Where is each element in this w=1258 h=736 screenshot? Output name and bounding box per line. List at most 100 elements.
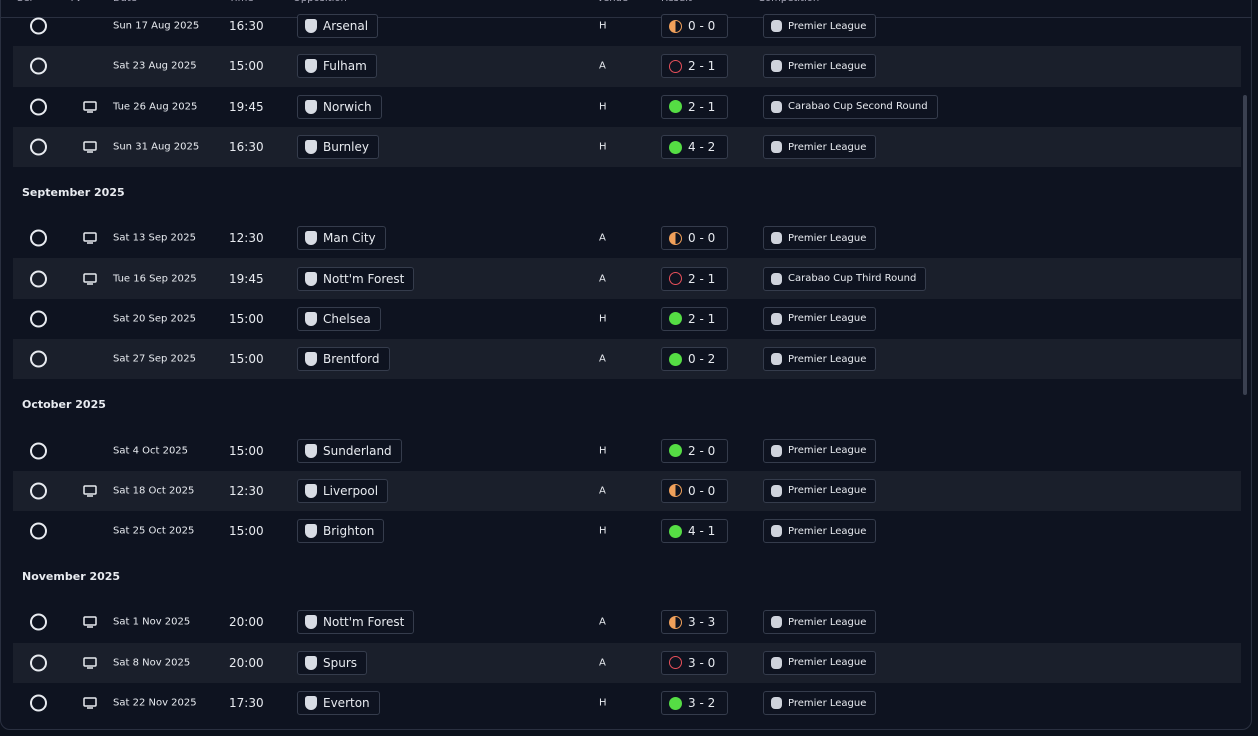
competition-icon <box>771 232 782 245</box>
table-header: Sel TV Date Time Opposition Venue Result Compet… <box>1 0 1251 18</box>
competition[interactable]: Premier League <box>763 478 877 503</box>
opposition[interactable]: Fulham <box>297 54 377 79</box>
column-header[interactable]: Venue <box>597 0 628 4</box>
venue: A <box>599 657 606 669</box>
date: Sun 31 Aug 2025 <box>113 141 200 153</box>
competition[interactable]: Premier League <box>763 438 877 463</box>
select-toggle[interactable] <box>30 57 47 75</box>
fixture-row[interactable]: Sat 22 Nov 2025 17:30 Everton H 3 - 2 Premier… <box>13 683 1241 723</box>
time: 20:00 <box>229 615 264 630</box>
team-name: Spurs <box>323 655 358 670</box>
competition[interactable]: Carabao Cup Second Round <box>763 94 938 119</box>
opposition[interactable]: Spurs <box>297 650 368 675</box>
result[interactable]: 3 - 2 <box>661 691 728 715</box>
fixture-row[interactable]: Sat 25 Oct 2025 15:00 Brighton H 4 - 1 Premie… <box>13 511 1241 551</box>
select-toggle[interactable] <box>30 442 47 460</box>
result[interactable]: 0 - 0 <box>661 14 728 39</box>
column-header[interactable]: Date <box>113 0 137 4</box>
opposition[interactable]: Chelsea <box>297 306 381 331</box>
fixture-row[interactable]: Sat 18 Oct 2025 12:30 Liverpool A 0 - 0 Premi… <box>13 470 1241 511</box>
select-toggle[interactable] <box>30 17 47 35</box>
column-header[interactable]: TV <box>69 0 82 4</box>
select-toggle[interactable] <box>30 654 47 672</box>
date: Sat 1 Nov 2025 <box>113 616 191 628</box>
result[interactable]: 2 - 1 <box>661 54 728 79</box>
result[interactable]: 0 - 0 <box>661 226 728 251</box>
opposition[interactable]: Liverpool <box>297 478 389 503</box>
fixture-row[interactable]: Sat 8 Nov 2025 20:00 Spurs A 3 - 0 Premier Le… <box>13 642 1241 683</box>
opposition[interactable]: Brentford <box>297 347 390 372</box>
competition[interactable]: Premier League <box>763 650 877 675</box>
select-toggle[interactable] <box>30 522 47 540</box>
competition[interactable]: Premier League <box>763 226 877 251</box>
date: Sat 27 Sep 2025 <box>113 353 196 365</box>
result[interactable]: 2 - 1 <box>661 306 728 331</box>
select-toggle[interactable] <box>30 270 47 288</box>
select-toggle[interactable] <box>30 350 47 368</box>
select-toggle[interactable] <box>30 694 47 712</box>
fixture-row[interactable]: Sun 31 Aug 2025 16:30 Burnley H 4 - 2 Premier… <box>13 126 1241 168</box>
column-header[interactable]: Time <box>229 0 253 4</box>
result[interactable]: 2 - 1 <box>661 94 728 119</box>
competition[interactable]: Premier League <box>763 691 877 715</box>
fixture-row[interactable]: Sat 27 Sep 2025 15:00 Brentford A 0 - 2 Premi… <box>13 339 1241 380</box>
team-name: Brighton <box>323 524 375 539</box>
competition[interactable]: Premier League <box>763 306 877 331</box>
competition[interactable]: Premier League <box>763 14 877 39</box>
competition-icon <box>771 20 782 33</box>
result-icon <box>669 615 682 629</box>
select-toggle[interactable] <box>30 482 47 500</box>
opposition[interactable]: Everton <box>297 691 380 715</box>
opposition[interactable]: Burnley <box>297 135 379 160</box>
result-icon <box>669 100 682 114</box>
result-icon <box>669 352 682 366</box>
select-toggle[interactable] <box>30 229 47 247</box>
fixture-row[interactable]: Tue 16 Sep 2025 19:45 Nott'm Forest A 2 - 1 C… <box>13 258 1241 299</box>
fixture-row[interactable]: Sat 23 Aug 2025 15:00 Fulham A 2 - 1 Premier … <box>13 46 1241 87</box>
competition[interactable]: Carabao Cup Third Round <box>763 266 927 291</box>
select-toggle[interactable] <box>30 98 47 116</box>
select-toggle[interactable] <box>30 613 47 631</box>
fixture-row[interactable]: Sat 20 Sep 2025 15:00 Chelsea H 2 - 1 Premier… <box>13 299 1241 339</box>
scrollbar[interactable] <box>1243 95 1247 395</box>
column-header[interactable]: Result <box>661 0 692 4</box>
competition[interactable]: Premier League <box>763 519 877 544</box>
opposition[interactable]: Arsenal <box>297 14 379 39</box>
competition[interactable]: Premier League <box>763 610 877 635</box>
opposition[interactable]: Man City <box>297 226 386 251</box>
opposition[interactable]: Nott'm Forest <box>297 610 415 635</box>
result[interactable]: 0 - 0 <box>661 478 728 503</box>
result[interactable]: 4 - 1 <box>661 519 728 544</box>
tv-icon <box>83 616 97 629</box>
fixture-row[interactable]: Sat 13 Sep 2025 12:30 Man City A 0 - 0 Premie… <box>13 218 1241 258</box>
opposition[interactable]: Norwich <box>297 94 382 119</box>
opposition[interactable]: Brighton <box>297 519 385 544</box>
opposition[interactable]: Nott'm Forest <box>297 266 415 291</box>
competition-name: Carabao Cup Second Round <box>788 101 928 113</box>
result[interactable]: 2 - 1 <box>661 266 728 291</box>
competition[interactable]: Premier League <box>763 54 877 79</box>
venue: A <box>599 232 606 244</box>
column-header[interactable]: Sel <box>17 0 32 4</box>
result[interactable]: 0 - 2 <box>661 347 728 372</box>
result[interactable]: 4 - 2 <box>661 135 728 160</box>
select-toggle[interactable] <box>30 310 47 328</box>
result[interactable]: 3 - 3 <box>661 610 728 635</box>
competition[interactable]: Premier League <box>763 135 877 160</box>
competition[interactable]: Premier League <box>763 347 877 372</box>
fixture-row[interactable]: Tue 26 Aug 2025 19:45 Norwich H 2 - 1 Carabao… <box>13 87 1241 127</box>
select-toggle[interactable] <box>30 138 47 156</box>
date: Sat 8 Nov 2025 <box>113 657 191 669</box>
fixture-row[interactable]: Sat 1 Nov 2025 20:00 Nott'm Forest A 3 - 3 Pr… <box>13 602 1241 642</box>
competition-icon <box>771 353 782 366</box>
result[interactable]: 2 - 0 <box>661 438 728 463</box>
competition-name: Premier League <box>788 20 867 32</box>
column-header[interactable]: Opposition <box>293 0 347 4</box>
fixture-row[interactable]: Sat 4 Oct 2025 15:00 Sunderland H 2 - 0 Premi… <box>13 430 1241 470</box>
date: Sat 22 Nov 2025 <box>113 697 197 709</box>
fixture-row[interactable]: Sun 17 Aug 2025 16:30 Arsenal H 0 - 0 Premier… <box>13 6 1241 46</box>
result[interactable]: 3 - 0 <box>661 650 728 675</box>
opposition[interactable]: Sunderland <box>297 438 402 463</box>
date: Sat 20 Sep 2025 <box>113 313 196 325</box>
column-header[interactable]: Competition <box>758 0 819 4</box>
